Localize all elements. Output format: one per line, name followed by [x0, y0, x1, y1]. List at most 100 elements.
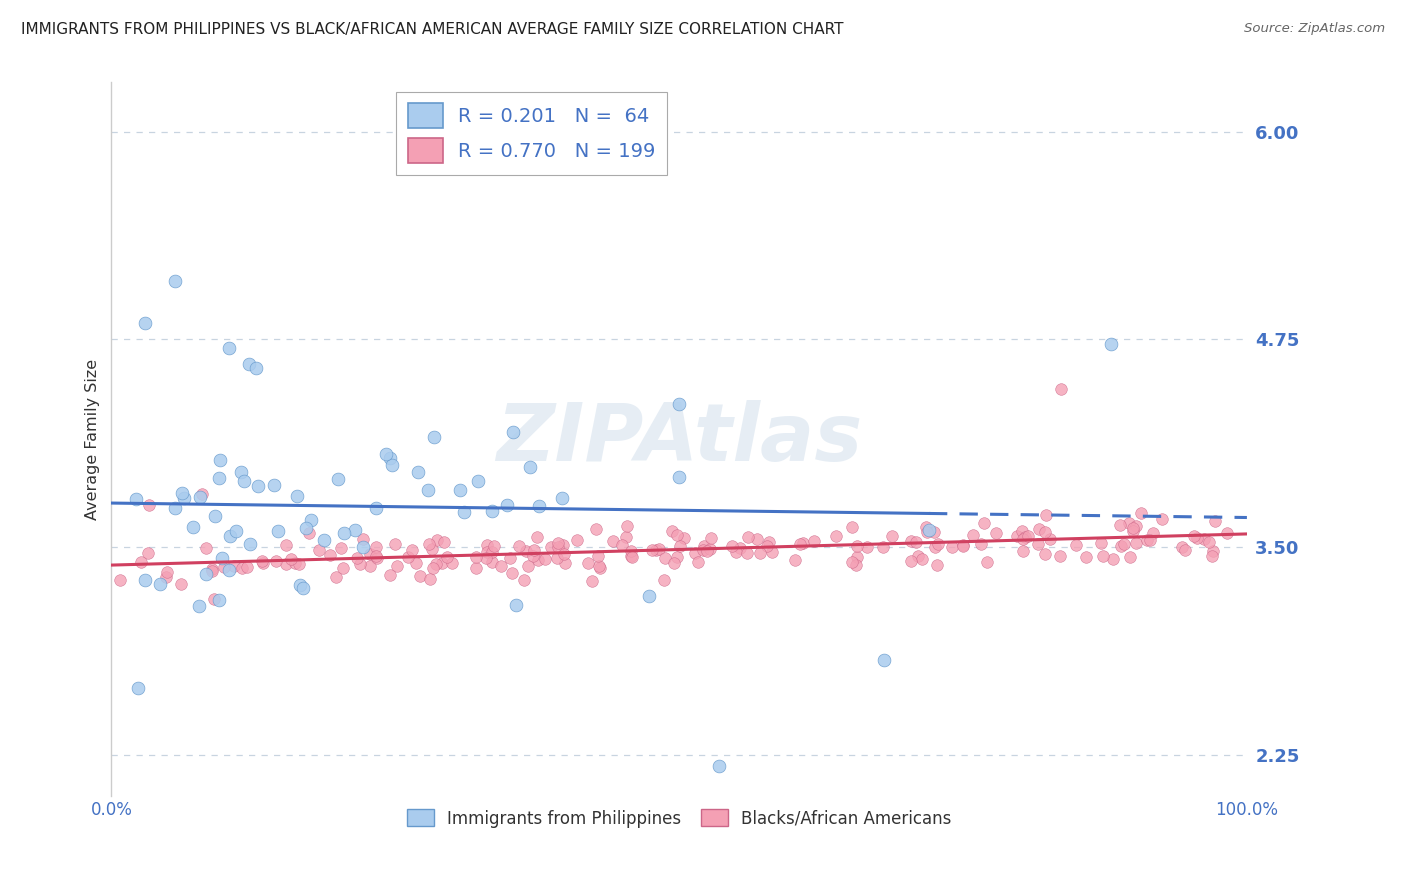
Point — [1150, 512, 1173, 526]
Point — [131, 555, 153, 569]
Point — [724, 545, 747, 559]
Point — [325, 570, 347, 584]
Point — [911, 552, 934, 566]
Point — [1118, 516, 1140, 530]
Point — [264, 553, 287, 567]
Point — [517, 559, 540, 574]
Point — [693, 539, 716, 553]
Point — [263, 478, 285, 492]
Point — [288, 557, 311, 571]
Point — [792, 536, 814, 550]
Point — [825, 529, 848, 543]
Point — [668, 396, 690, 410]
Point — [465, 561, 488, 575]
Point — [149, 577, 172, 591]
Point — [134, 316, 156, 330]
Point — [519, 460, 541, 475]
Point — [872, 653, 894, 667]
Point — [1111, 539, 1133, 553]
Point — [294, 521, 316, 535]
Point — [344, 523, 367, 537]
Point — [505, 598, 527, 612]
Point — [588, 558, 610, 573]
Point — [952, 537, 974, 551]
Point — [686, 555, 709, 569]
Point — [387, 559, 409, 574]
Point — [170, 577, 193, 591]
Point — [225, 524, 247, 538]
Point — [927, 558, 949, 572]
Point — [1101, 552, 1123, 566]
Point — [522, 549, 544, 564]
Point — [433, 534, 456, 549]
Point — [308, 542, 330, 557]
Point — [1202, 544, 1225, 558]
Point — [1171, 540, 1194, 554]
Point — [620, 549, 643, 564]
Point — [970, 537, 993, 551]
Point — [288, 578, 311, 592]
Point — [900, 533, 922, 548]
Point — [274, 557, 297, 571]
Point — [364, 541, 387, 555]
Point — [662, 556, 685, 570]
Point — [976, 555, 998, 569]
Point — [952, 539, 974, 553]
Point — [284, 556, 307, 570]
Point — [973, 516, 995, 530]
Point — [108, 573, 131, 587]
Point — [648, 541, 671, 556]
Point — [188, 490, 211, 504]
Point — [668, 469, 690, 483]
Point — [314, 533, 336, 548]
Point — [181, 519, 204, 533]
Point — [1033, 524, 1056, 539]
Point — [554, 556, 576, 570]
Point — [1064, 538, 1087, 552]
Point — [201, 564, 224, 578]
Point — [803, 533, 825, 548]
Point — [426, 533, 449, 547]
Point — [423, 430, 446, 444]
Point — [319, 548, 342, 562]
Point — [1122, 524, 1144, 539]
Point — [465, 549, 488, 564]
Point — [496, 498, 519, 512]
Point — [475, 544, 498, 558]
Point — [1017, 529, 1039, 543]
Point — [1108, 518, 1130, 533]
Point — [127, 681, 149, 695]
Point — [405, 557, 427, 571]
Point — [845, 539, 868, 553]
Point — [1125, 535, 1147, 549]
Point — [155, 570, 177, 584]
Point — [1050, 382, 1073, 396]
Point — [1201, 549, 1223, 563]
Point — [292, 581, 315, 595]
Point — [481, 503, 503, 517]
Point — [668, 540, 690, 554]
Point — [735, 546, 758, 560]
Point — [436, 550, 458, 565]
Point — [699, 541, 721, 556]
Point — [645, 542, 668, 557]
Point — [683, 546, 706, 560]
Point — [156, 566, 179, 580]
Y-axis label: Average Family Size: Average Family Size — [86, 359, 100, 519]
Point — [900, 554, 922, 568]
Point — [352, 540, 374, 554]
Point — [349, 557, 371, 571]
Point — [841, 555, 863, 569]
Point — [941, 540, 963, 554]
Point — [280, 551, 302, 566]
Point — [872, 540, 894, 554]
Point — [449, 483, 471, 497]
Point — [589, 561, 612, 575]
Point — [905, 534, 928, 549]
Point — [602, 534, 624, 549]
Point — [231, 561, 253, 575]
Text: IMMIGRANTS FROM PHILIPPINES VS BLACK/AFRICAN AMERICAN AVERAGE FAMILY SIZE CORREL: IMMIGRANTS FROM PHILIPPINES VS BLACK/AFR… — [21, 22, 844, 37]
Point — [332, 525, 354, 540]
Point — [747, 532, 769, 546]
Point — [1099, 337, 1122, 351]
